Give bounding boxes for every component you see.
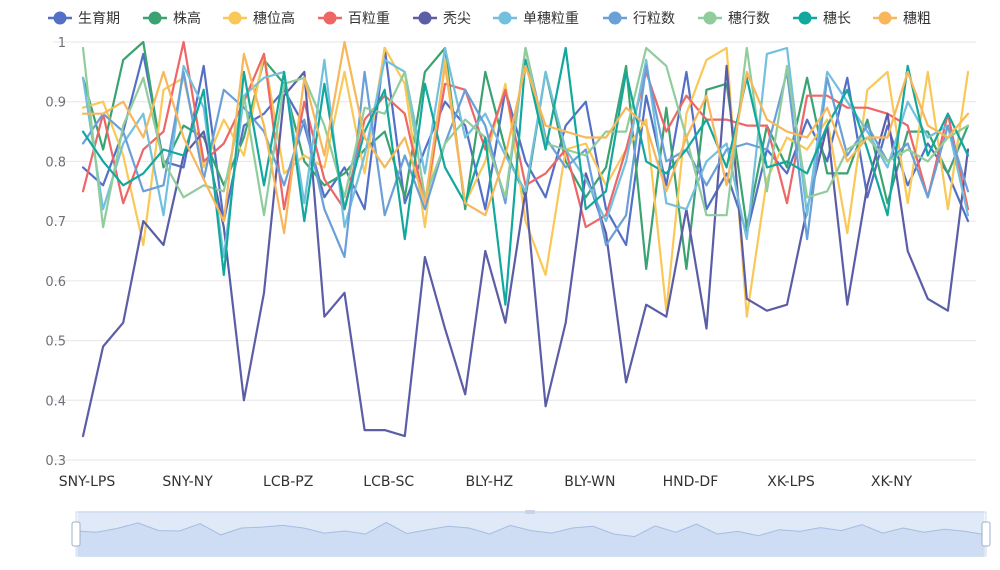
legend-item-2[interactable]: 株高 xyxy=(143,10,201,27)
y-tick-label: 1 xyxy=(58,36,66,51)
legend-item-8[interactable]: 穗行数 xyxy=(698,11,770,27)
series-line-10[interactable] xyxy=(81,40,970,235)
legend-label: 穗长 xyxy=(823,11,851,27)
x-tick-label: LCB-PZ xyxy=(263,474,313,490)
x-tick-label: XK-NY xyxy=(871,474,913,490)
legend-label: 穗行数 xyxy=(728,11,770,27)
y-tick-label: 0.8 xyxy=(45,155,66,170)
legend-marker-icon xyxy=(703,11,717,25)
legend-marker-icon xyxy=(608,11,622,25)
zoom-overview-line xyxy=(75,521,987,538)
data-zoom-slider[interactable] xyxy=(71,510,991,557)
legend-marker-icon xyxy=(498,11,512,25)
legend-marker-icon xyxy=(53,11,67,25)
series-layer xyxy=(81,40,970,438)
series-line-9[interactable] xyxy=(81,46,970,306)
legend-marker-icon xyxy=(148,11,162,25)
legend-item-1[interactable]: 生育期 xyxy=(48,11,120,27)
legend-marker-icon xyxy=(418,11,432,25)
legend-marker-icon xyxy=(798,11,812,25)
legend-marker-icon xyxy=(323,11,337,25)
x-tick-label: BLY-WN xyxy=(564,474,615,490)
y-tick-label: 0.3 xyxy=(45,454,66,469)
legend-label: 行粒数 xyxy=(633,11,675,27)
legend-label: 秃尖 xyxy=(443,11,471,27)
legend-label: 穗位高 xyxy=(253,10,295,27)
zoom-overview-area xyxy=(76,522,986,556)
y-tick-label: 0.5 xyxy=(45,335,66,350)
legend-label: 单穗粒重 xyxy=(523,11,579,27)
legend-item-9[interactable]: 穗长 xyxy=(793,11,851,27)
legend-item-7[interactable]: 行粒数 xyxy=(603,11,675,27)
x-tick-label: HND-DF xyxy=(663,474,719,490)
legend-label: 株高 xyxy=(173,10,201,27)
series-line-1[interactable] xyxy=(81,46,970,247)
legend-label: 穗粗 xyxy=(903,11,931,27)
legend-item-10[interactable]: 穗粗 xyxy=(873,11,931,27)
y-tick-label: 0.7 xyxy=(45,215,66,230)
x-axis: SNY-LPS SNY-NY LCB-PZ LCB-SC BLY-HZ BLY-WN HND… xyxy=(59,474,913,490)
y-axis: 0.3 0.4 0.5 0.6 0.7 0.8 0.9 1 xyxy=(45,36,66,469)
grid xyxy=(53,41,976,461)
zoom-selected-range[interactable] xyxy=(78,511,984,557)
legend-item-6[interactable]: 单穗粒重 xyxy=(493,11,579,27)
x-tick-label: SNY-LPS xyxy=(59,474,116,490)
legend-label: 百粒重 xyxy=(348,11,390,27)
legend-item-3[interactable]: 穗位高 xyxy=(223,10,295,27)
y-tick-label: 0.6 xyxy=(45,275,66,290)
zoom-handle-left[interactable] xyxy=(71,521,81,547)
legend-marker-icon xyxy=(878,11,892,25)
zoom-handle-right[interactable] xyxy=(981,521,991,547)
legend[interactable]: 生育期 株高 穗位高 百粒重 秃尖 单穗粒重 行粒数 穗行数 穗长 穗粗 xyxy=(48,10,931,27)
zoom-move-handle[interactable] xyxy=(525,510,535,514)
legend-label: 生育期 xyxy=(78,11,120,27)
y-tick-label: 0.9 xyxy=(45,96,66,111)
legend-item-5[interactable]: 秃尖 xyxy=(413,11,471,27)
x-tick-label: BLY-HZ xyxy=(465,474,513,490)
legend-item-4[interactable]: 百粒重 xyxy=(318,11,390,27)
y-tick-label: 0.4 xyxy=(45,394,66,409)
x-tick-label: XK-LPS xyxy=(767,474,815,490)
x-tick-label: LCB-SC xyxy=(363,474,414,490)
legend-marker-icon xyxy=(228,11,242,25)
x-tick-label: SNY-NY xyxy=(162,474,213,490)
